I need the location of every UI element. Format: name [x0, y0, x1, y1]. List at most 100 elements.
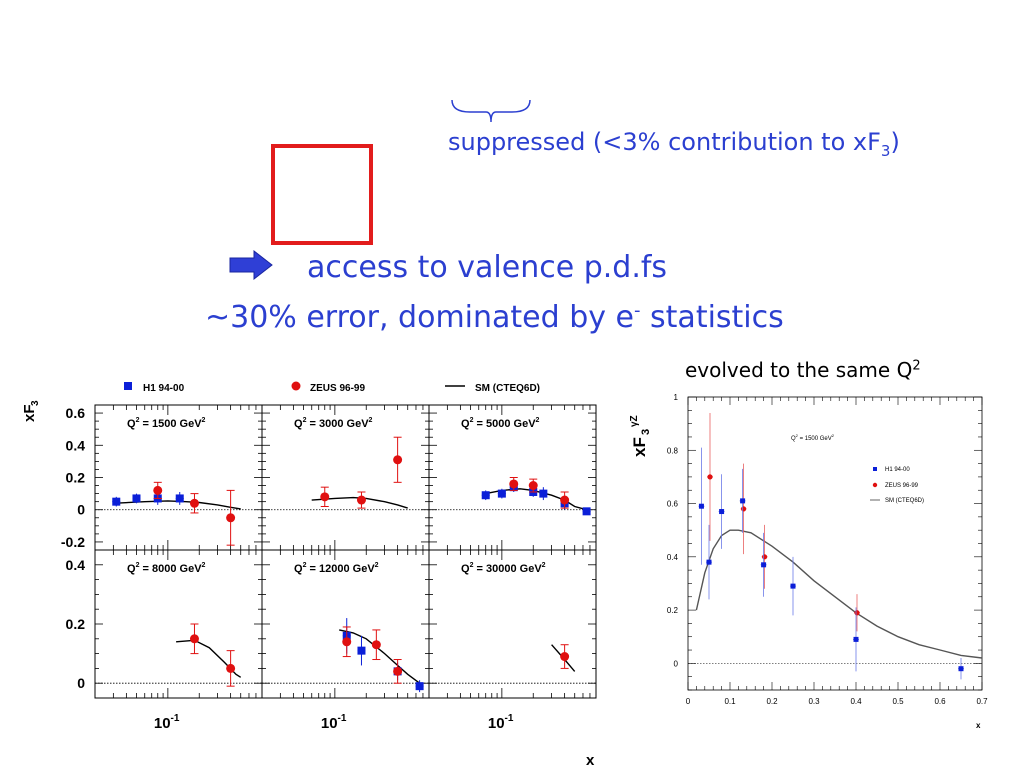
y-tick-label: 0.8	[667, 446, 679, 455]
sm-curve	[695, 529, 983, 659]
q2-label: Q2 = 8000 GeV2	[127, 562, 206, 575]
panel-q2-30000: Q2 = 30000 GeV2 10-1	[428, 549, 597, 732]
x-tick-label: 0	[686, 697, 691, 706]
xf3-multipanel-chart: H1 94-00 ZEUS 96-99 SM (CTEQ6D)xF3x0.60.40…	[21, 381, 597, 768]
x-tick-label: 0.6	[934, 697, 946, 706]
x-tick-label: 0.2	[766, 697, 778, 706]
access-valence-text: access to valence p.d.fs	[307, 250, 668, 285]
panel-q2-12000: Q2 = 12000 GeV2 10-1	[261, 549, 430, 732]
y-tick-label: 0.4	[66, 437, 86, 453]
x-tick-label: 10-1	[321, 713, 347, 732]
legend-sm-label: SM (CTEQ6D)	[475, 383, 540, 394]
h1-point	[112, 497, 121, 506]
y-tick-label: 0	[77, 502, 85, 518]
zeus-point	[226, 663, 236, 673]
zeus-point	[393, 455, 403, 465]
h1-point	[761, 562, 767, 568]
legend-zeus-label: ZEUS 96-99	[885, 483, 919, 489]
x-tick-label: 10-1	[488, 713, 514, 732]
y-axis-label: xF	[21, 404, 38, 422]
plot-frame	[687, 396, 983, 691]
zeus-point	[320, 492, 330, 502]
error-statement: ~30% error, dominated by e- statistics	[205, 300, 784, 335]
legend-zeus-marker	[872, 482, 878, 488]
legend-h1-marker	[124, 382, 132, 390]
panel-q2-5000: Q2 = 5000 GeV2	[428, 404, 597, 551]
y-tick-label: 1	[674, 393, 679, 402]
h1-point	[719, 509, 725, 515]
x-tick-label: 0.7	[976, 697, 988, 706]
h1-point	[497, 489, 506, 498]
q2-label: Q2 = 5000 GeV2	[461, 417, 540, 430]
zeus-point	[762, 554, 768, 560]
legend-h1-label: H1 94-00	[143, 383, 185, 394]
y-axis-label-sub: 3	[640, 429, 652, 435]
y-tick-label: 0	[77, 675, 85, 691]
y-axis-label-sub: 3	[30, 400, 41, 406]
zeus-point	[560, 495, 570, 505]
y-tick-label: 0.6	[667, 500, 679, 509]
sm-curve	[339, 629, 421, 684]
zeus-point	[560, 652, 570, 662]
h1-point	[175, 494, 184, 503]
h1-point	[853, 636, 859, 642]
h1-point	[415, 682, 424, 691]
zeus-point	[342, 637, 352, 647]
h1-point	[357, 646, 366, 655]
y-tick-label: 0	[674, 659, 679, 668]
x-tick-label: 0.4	[850, 697, 862, 706]
sm-curve	[311, 496, 408, 509]
x-tick-label: 0.3	[808, 697, 820, 706]
x-tick-label: 0.1	[724, 697, 736, 706]
h1-point	[481, 491, 490, 500]
suppressed-text: suppressed (<3% contribution to xF3)	[448, 128, 900, 160]
q2-label: Q2 = 30000 GeV2	[461, 562, 546, 575]
q2-annotation: Q2 = 1500 GeV2	[791, 433, 835, 442]
zeus-point	[189, 634, 199, 644]
curly-brace	[451, 99, 531, 123]
h1-point	[958, 666, 964, 672]
h1-point	[132, 494, 141, 503]
x-axis-label: x	[976, 721, 981, 730]
zeus-point	[528, 481, 538, 491]
h1-point	[706, 559, 712, 565]
zeus-point	[189, 498, 199, 508]
zeus-point	[153, 485, 163, 495]
legend-sm-label: SM (CTEQ6D)	[885, 498, 924, 504]
zeus-point	[741, 506, 747, 512]
y-tick-label: 0.6	[66, 405, 86, 421]
q2-label: Q2 = 1500 GeV2	[127, 417, 206, 430]
legend-h1-marker	[873, 467, 877, 471]
h1-point	[539, 489, 548, 498]
y-tick-label: -0.2	[61, 534, 85, 550]
red-highlight-box	[271, 144, 373, 245]
panel-q2-1500: 0.6 0.4 0.2 0 -0.2 Q2 = 1500 GeV2	[61, 404, 263, 551]
q2-label: Q2 = 3000 GeV2	[294, 417, 373, 430]
y-tick-label: 0.4	[667, 553, 679, 562]
zeus-point	[371, 640, 381, 650]
legend-h1-label: H1 94-00	[885, 467, 910, 473]
zeus-point	[393, 666, 403, 676]
q2-label: Q2 = 12000 GeV2	[294, 562, 379, 575]
y-tick-label: 0.2	[667, 606, 679, 615]
zeus-point	[509, 479, 519, 489]
right-arrow-icon	[229, 249, 273, 281]
y-axis-label-sup: γZ	[629, 415, 640, 427]
panel-q2-8000: 0.4 0.2 0 Q2 = 8000 GeV2 10-1	[66, 549, 263, 732]
evolved-caption: evolved to the same Q2	[685, 358, 921, 382]
y-tick-label: 0.2	[66, 470, 86, 486]
zeus-point	[854, 610, 860, 616]
h1-point	[582, 507, 591, 516]
legend-zeus-label: ZEUS 96-99	[310, 383, 365, 394]
zeus-point	[356, 495, 366, 505]
x-axis-label: x	[586, 752, 595, 768]
x-tick-label: 0.5	[892, 697, 904, 706]
x-tick-label: 10-1	[154, 713, 180, 732]
xf3-gamma-z-chart: xF 3γZ 0 0.2 0.4 0.6 0.8 1 0 0.1 0.2 0.3 0.4 0.5 0.6 0.…	[629, 393, 988, 730]
zeus-point	[226, 513, 236, 523]
legend-zeus-marker	[291, 381, 301, 391]
h1-point	[740, 498, 746, 504]
y-axis-label: xF	[630, 437, 649, 457]
zeus-point	[707, 474, 713, 480]
h1-point	[698, 503, 704, 509]
